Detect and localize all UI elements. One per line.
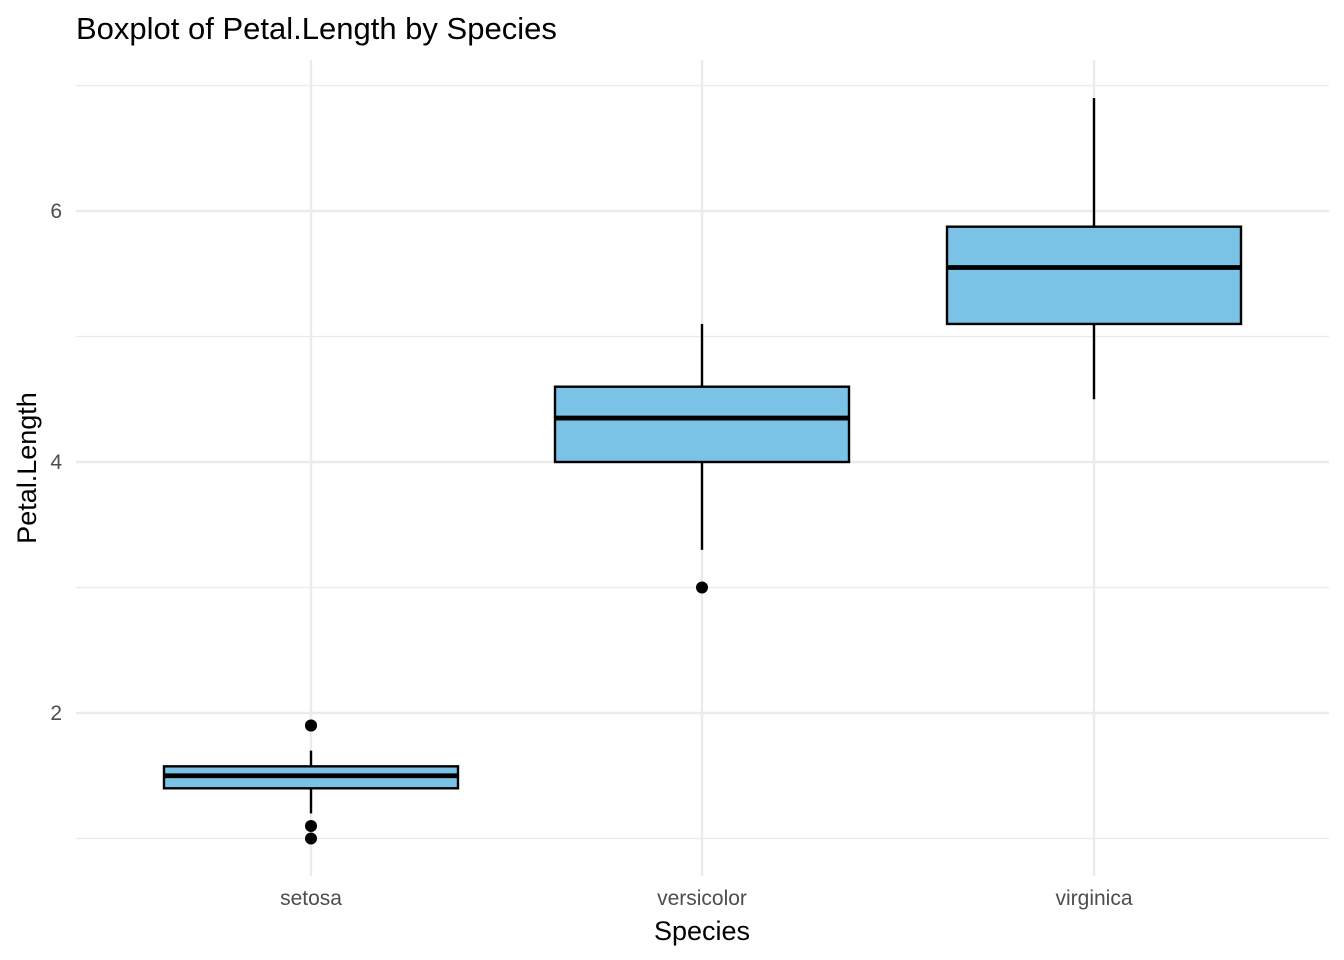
x-tick-label: setosa <box>280 887 342 910</box>
outlier-point <box>305 819 317 832</box>
y-tick-label: 6 <box>50 200 62 223</box>
box-marks <box>162 98 1243 845</box>
outlier-point <box>305 832 317 845</box>
x-axis-title: Species <box>654 916 750 946</box>
box-virginica <box>945 98 1243 400</box>
y-axis-tick-labels: 2 4 6 <box>50 200 62 725</box>
box-body <box>553 385 851 464</box>
outlier-point <box>305 719 317 732</box>
box-body <box>945 225 1243 326</box>
x-tick-label: versicolor <box>657 887 747 910</box>
chart-title: Boxplot of Petal.Length by Species <box>76 11 557 46</box>
y-tick-label: 4 <box>50 451 62 474</box>
outlier-point <box>696 581 708 594</box>
box-setosa <box>162 719 460 845</box>
x-tick-label: virginica <box>1055 887 1132 910</box>
y-tick-label: 2 <box>50 702 62 725</box>
y-axis-title: Petal.Length <box>12 392 42 544</box>
x-axis-tick-labels: setosa versicolor virginica <box>280 887 1133 910</box>
box-versicolor <box>553 323 851 594</box>
